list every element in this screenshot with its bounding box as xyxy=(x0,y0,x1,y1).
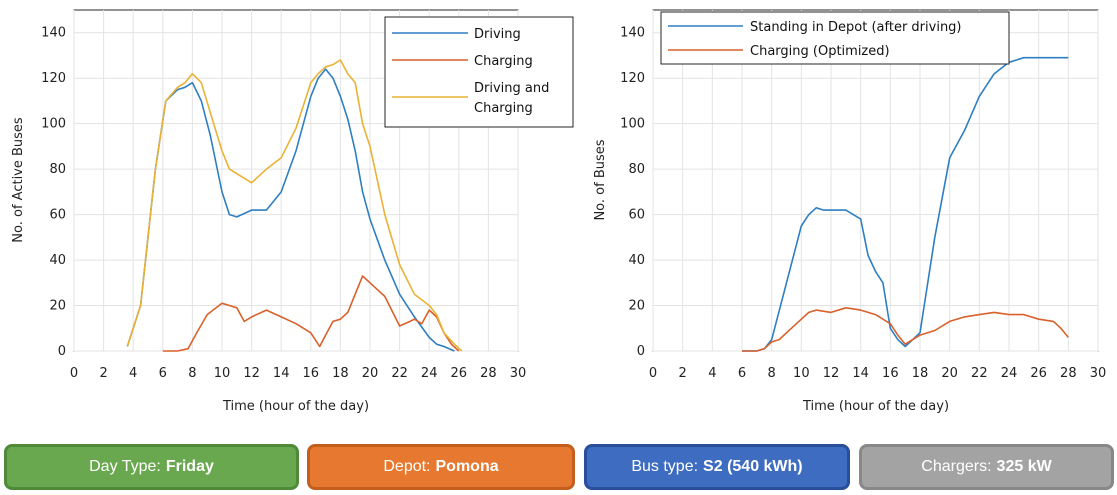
legend-label-line-1: Driving and xyxy=(474,81,549,96)
x-tick-label: 0 xyxy=(70,366,78,381)
chart-buses-in-depot: 0 2 4 6 8 10 12 14 16 18 20 22 24 26 28 30 020406080100… xyxy=(593,9,1106,414)
legend: Driving Charging Driving and Charging xyxy=(384,16,574,128)
legend-box xyxy=(384,16,574,128)
bus-type-label: Bus type: xyxy=(631,458,699,475)
x-tick-label: 8 xyxy=(768,366,776,381)
day-type-label: Day Type: xyxy=(89,458,161,475)
series-lines xyxy=(742,56,1069,352)
x-tick-label: 30 xyxy=(1090,366,1107,381)
legend-box xyxy=(660,11,1010,65)
y-tick-label: 100 xyxy=(620,117,645,132)
x-tick-label: 28 xyxy=(480,366,497,381)
series-line-charging xyxy=(162,275,460,352)
x-tick-label: 14 xyxy=(852,366,869,381)
x-tick-label: 16 xyxy=(882,366,899,381)
x-tick-label: 16 xyxy=(303,366,320,381)
y-tick-label: 120 xyxy=(41,71,66,86)
x-tick-labels: 0 2 4 6 8 10 12 14 16 18 20 22 24 26 28 30 xyxy=(649,366,1106,381)
x-axis-label: Time (hour of the day) xyxy=(802,399,949,414)
legend: Standing in Depot (after driving) Chargi… xyxy=(660,11,1010,65)
x-tick-label: 4 xyxy=(708,366,716,381)
x-tick-label: 12 xyxy=(823,366,840,381)
legend-label-driving-and-charging: Driving and Charging xyxy=(474,81,554,116)
y-tick-label: 80 xyxy=(628,162,645,177)
y-tick-label: 0 xyxy=(637,344,645,359)
y-tick-label: 100 xyxy=(41,117,66,132)
series-line-driving xyxy=(126,68,455,352)
x-tick-label: 12 xyxy=(243,366,260,381)
y-tick-label: 0 xyxy=(58,344,66,359)
x-tick-label: 18 xyxy=(912,366,929,381)
bus-type-value: S2 (540 kWh) xyxy=(703,458,803,475)
x-tick-label: 6 xyxy=(159,366,167,381)
x-tick-label: 14 xyxy=(273,366,290,381)
series-lines xyxy=(126,59,463,352)
y-tick-labels: 0 20 40 60 80 100 120 140 xyxy=(41,26,66,359)
x-tick-label: 4 xyxy=(129,366,137,381)
x-tick-label: 24 xyxy=(421,366,438,381)
x-tick-label: 10 xyxy=(793,366,810,381)
x-tick-label: 26 xyxy=(451,366,468,381)
grid-lines xyxy=(652,10,1099,352)
series-line-driving-and-charging xyxy=(126,59,463,352)
x-tick-label: 28 xyxy=(1060,366,1077,381)
x-tick-label: 18 xyxy=(332,366,349,381)
day-type-button[interactable]: Day Type: Friday xyxy=(4,444,299,490)
chargers-button[interactable]: Chargers: 325 kW xyxy=(859,444,1114,490)
depot-label: Depot: xyxy=(383,458,431,475)
day-type-value: Friday xyxy=(165,458,214,475)
x-tick-label: 22 xyxy=(971,366,988,381)
series-line-standing-in-depot-after-driving xyxy=(742,56,1069,352)
chart-active-buses: 0 2 4 6 8 10 12 14 16 18 20 22 24 26 28 30 020406080100… xyxy=(11,9,574,414)
x-tick-label: 22 xyxy=(391,366,408,381)
x-tick-label: 2 xyxy=(99,366,107,381)
legend-label-charging: Charging xyxy=(474,54,533,69)
bus-type-button[interactable]: Bus type: S2 (540 kWh) xyxy=(584,444,850,490)
x-tick-labels: 0 2 4 6 8 10 12 14 16 18 20 22 24 26 28 30 xyxy=(70,366,526,381)
legend-label-line-2: Charging xyxy=(474,101,533,116)
chargers-value: 325 kW xyxy=(996,458,1052,475)
x-tick-label: 24 xyxy=(1001,366,1018,381)
depot-button[interactable]: Depot: Pomona xyxy=(307,444,575,490)
x-tick-label: 8 xyxy=(188,366,196,381)
charts-canvas: 0 2 4 6 8 10 12 14 16 18 20 22 24 26 28 30 020406080100… xyxy=(11,9,1106,414)
y-tick-label: 140 xyxy=(41,26,66,41)
legend-label-standing: Standing in Depot (after driving) xyxy=(750,20,962,35)
legend-label-driving: Driving xyxy=(474,27,521,42)
y-tick-label: 40 xyxy=(49,253,66,268)
y-tick-label: 20 xyxy=(49,299,66,314)
x-tick-label: 2 xyxy=(679,366,687,381)
x-tick-label: 20 xyxy=(362,366,379,381)
x-tick-label: 30 xyxy=(510,366,527,381)
x-tick-label: 10 xyxy=(214,366,231,381)
x-tick-label: 0 xyxy=(649,366,657,381)
y-tick-labels: 0 20 40 60 80 100 120 140 xyxy=(620,26,645,359)
y-tick-label: 60 xyxy=(628,208,645,223)
series-line-charging-optimized xyxy=(742,306,1069,352)
x-tick-label: 26 xyxy=(1030,366,1047,381)
x-axis-label: Time (hour of the day) xyxy=(222,399,369,414)
y-tick-label: 140 xyxy=(620,26,645,41)
y-tick-label: 120 xyxy=(620,71,645,86)
y-tick-label: 40 xyxy=(628,253,645,268)
y-axis-label: No. of Active Buses xyxy=(11,117,26,243)
x-tick-label: 20 xyxy=(941,366,958,381)
y-tick-label: 80 xyxy=(49,162,66,177)
y-tick-label: 20 xyxy=(628,299,645,314)
plot-area xyxy=(652,9,1099,352)
y-tick-label: 60 xyxy=(49,208,66,223)
legend-label-charging-optimized: Charging (Optimized) xyxy=(750,44,890,59)
depot-value: Pomona xyxy=(435,458,499,475)
y-axis-label: No. of Buses xyxy=(593,139,608,220)
chargers-label: Chargers: xyxy=(921,458,992,475)
x-tick-label: 6 xyxy=(738,366,746,381)
